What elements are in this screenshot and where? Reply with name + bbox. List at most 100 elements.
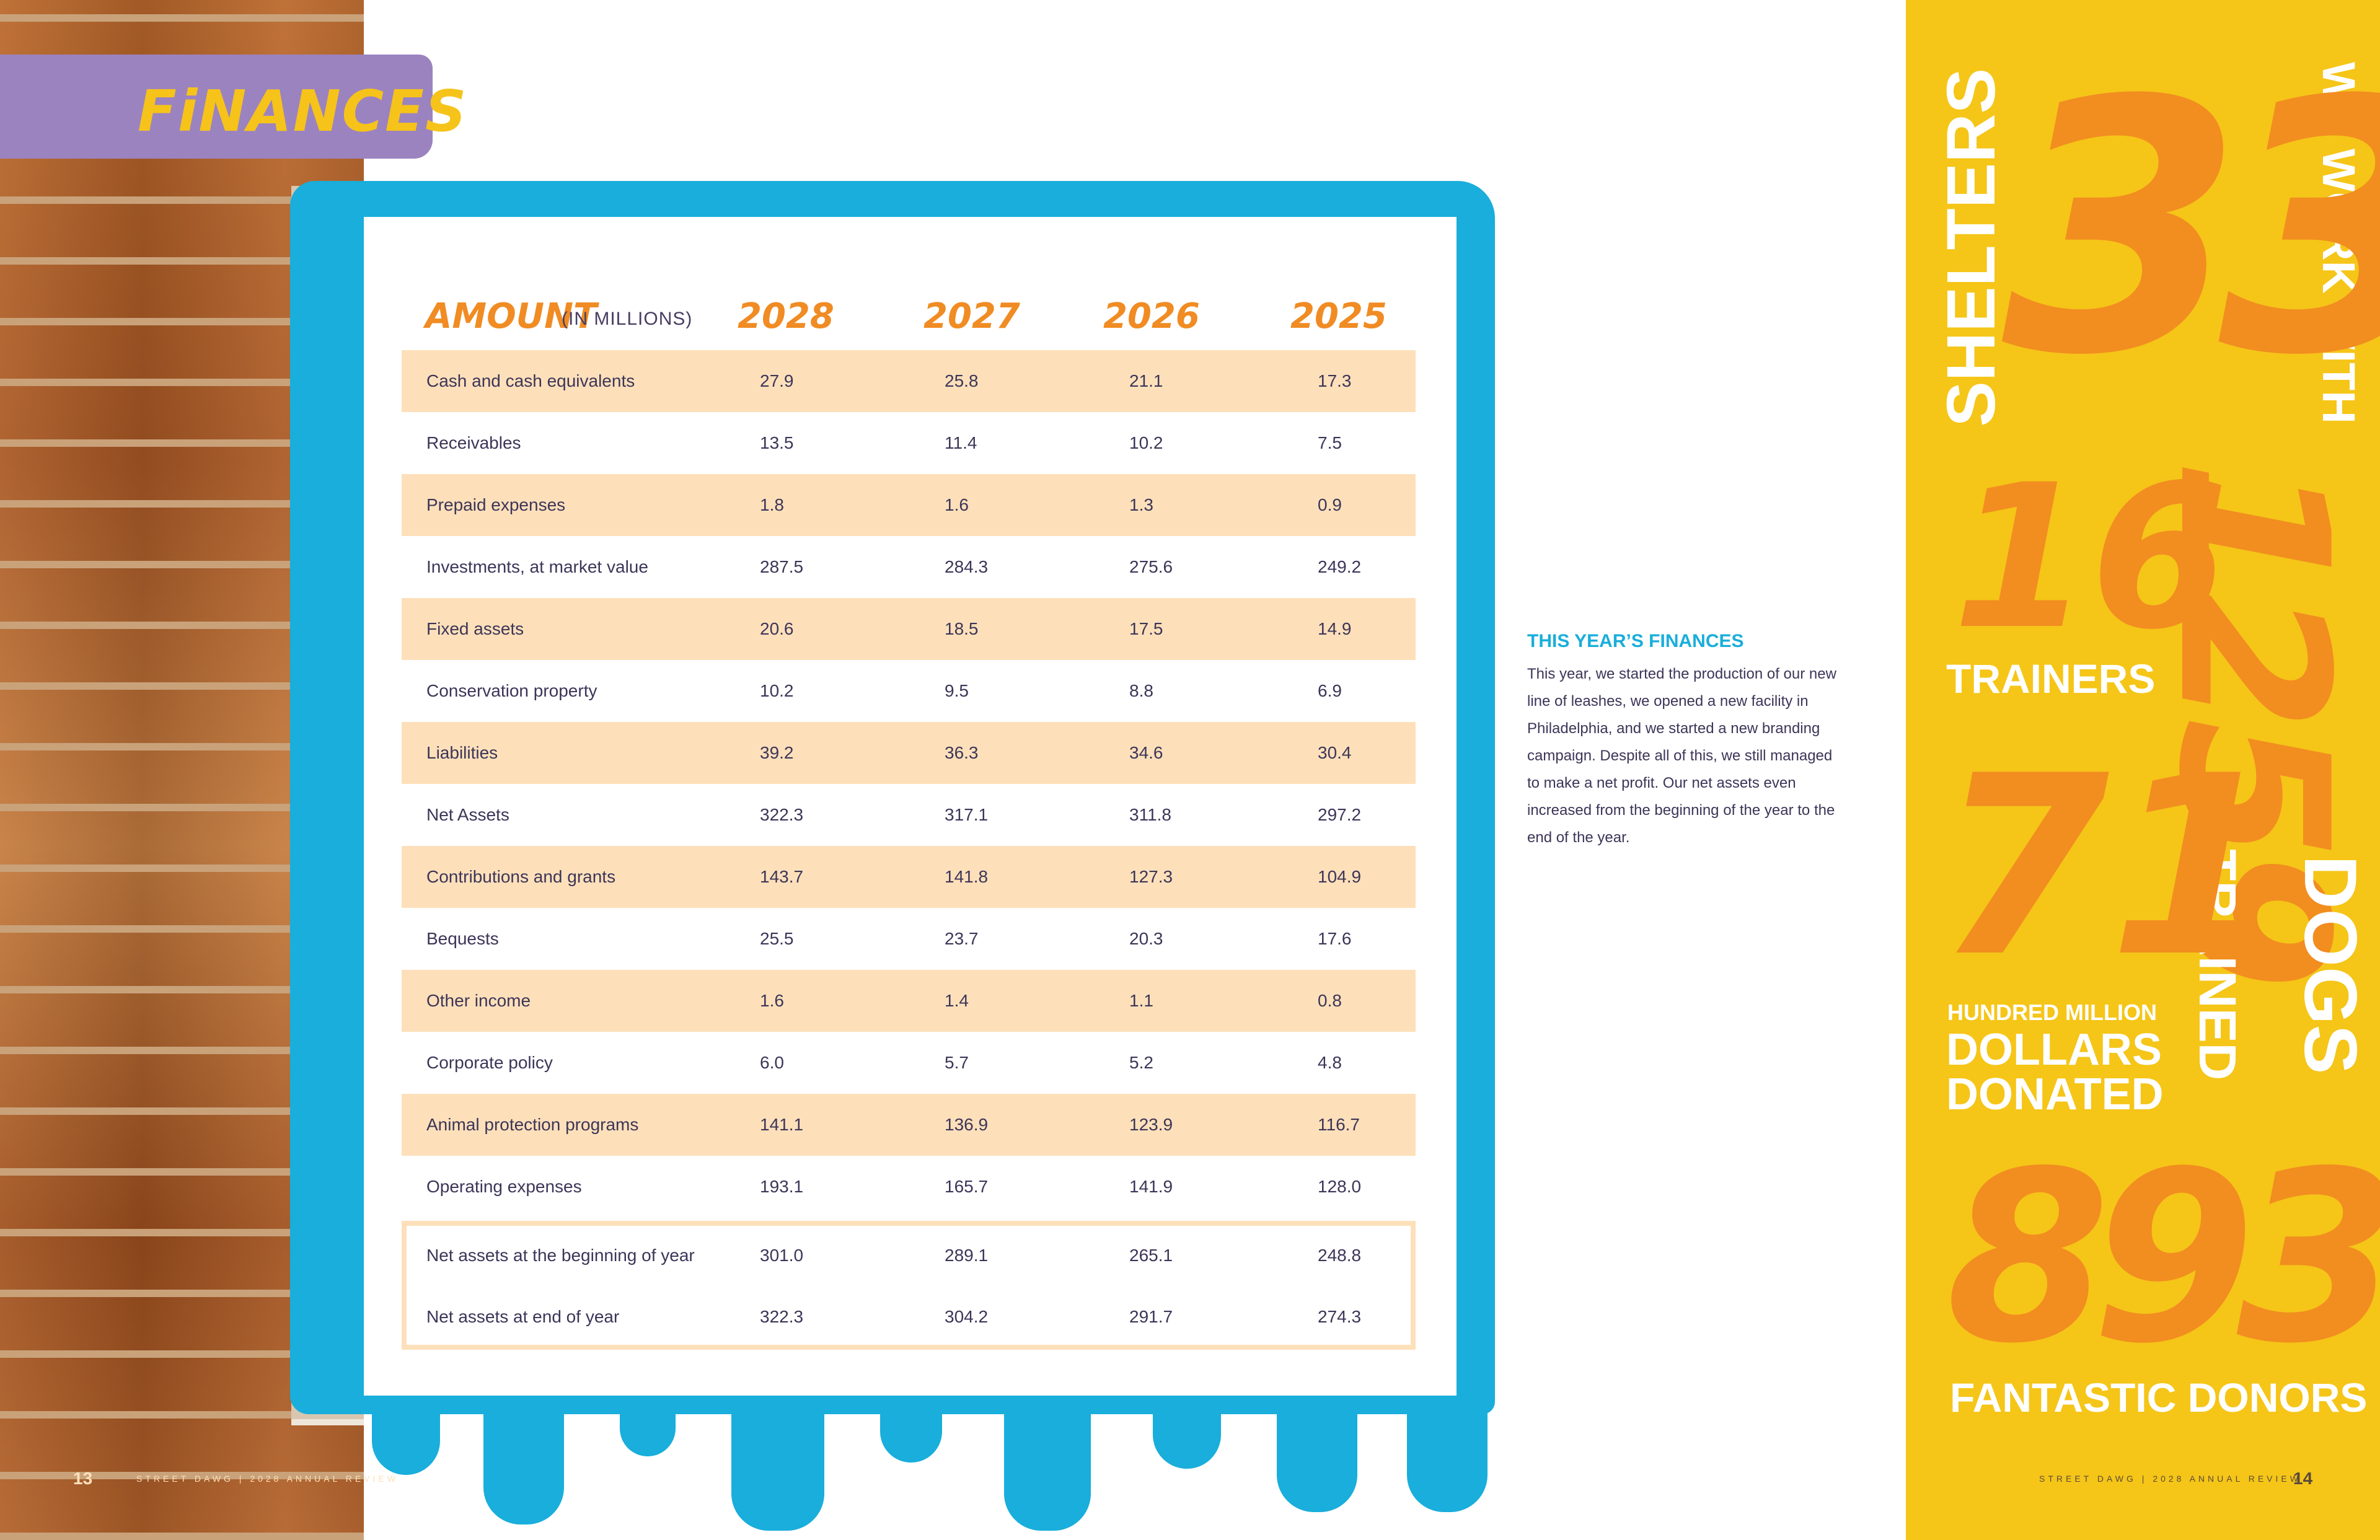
- dollars-label: DOLLARS: [1946, 1025, 2162, 1075]
- row-label: Receivables: [426, 433, 521, 452]
- row-value: 14.9: [1318, 619, 1352, 638]
- row-value: 8.8: [1129, 681, 1153, 700]
- row-label: Net assets at the beginning of year: [426, 1246, 695, 1265]
- row-value: 141.8: [945, 867, 989, 886]
- row-label: Contributions and grants: [426, 867, 616, 886]
- paint-drip: [1153, 1388, 1221, 1469]
- row-value: 128.0: [1318, 1177, 1362, 1196]
- page-number-left: 13: [73, 1469, 93, 1488]
- row-value: 1.3: [1129, 495, 1153, 514]
- amount-unit: (IN MILLIONS): [562, 309, 693, 329]
- row-value: 25.5: [760, 929, 794, 948]
- row-value: 1.1: [1129, 991, 1153, 1010]
- row-value: 7.5: [1318, 433, 1342, 452]
- table-panel: [364, 217, 1457, 1396]
- table-row: Investments, at market value 287.5 284.3…: [402, 536, 1416, 598]
- row-value: 1.6: [945, 495, 969, 514]
- row-value: 136.9: [945, 1115, 989, 1134]
- dollars-label-hundred-million: HUNDRED MILLION: [1947, 1000, 2157, 1025]
- row-value: 274.3: [1318, 1307, 1362, 1326]
- table-row: Operating expenses 193.1 165.7 141.9 128…: [402, 1156, 1416, 1218]
- row-label: Operating expenses: [426, 1177, 582, 1196]
- totals-box: [402, 1221, 1416, 1350]
- row-value: 265.1: [1129, 1246, 1173, 1265]
- row-value: 141.9: [1129, 1177, 1173, 1196]
- row-value: 1.4: [945, 991, 969, 1010]
- stats-panel: [1906, 0, 2380, 1540]
- footer-text-right: STREET DAWG | 2028 ANNUAL REVIEW: [2039, 1474, 2301, 1484]
- row-value: 291.7: [1129, 1307, 1173, 1326]
- row-value: 6.9: [1318, 681, 1342, 700]
- donated-label: DONATED: [1946, 1070, 2164, 1119]
- table-row: Prepaid expenses 1.8 1.6 1.3 0.9: [402, 474, 1416, 536]
- donors-label: FANTASTIC DONORS: [1950, 1375, 2368, 1420]
- row-value: 39.2: [760, 743, 794, 762]
- row-label: Net Assets: [426, 805, 509, 824]
- year-header: 2026: [1103, 296, 1200, 337]
- row-value: 123.9: [1129, 1115, 1173, 1134]
- row-value: 20.6: [760, 619, 794, 638]
- row-value: 27.9: [760, 371, 794, 390]
- row-label: Prepaid expenses: [426, 495, 566, 514]
- table-row: Animal protection programs 141.1 136.9 1…: [402, 1094, 1416, 1156]
- row-value: 13.5: [760, 433, 794, 452]
- trainers-number: 16: [1952, 442, 2229, 673]
- footer-text-left: STREET DAWG | 2028 ANNUAL REVIEW: [136, 1474, 399, 1484]
- paint-drip: [483, 1388, 564, 1525]
- totals-row: Net assets at end of year 322.3 304.2 29…: [402, 1286, 1416, 1348]
- paint-drip: [1277, 1388, 1357, 1512]
- row-label: Investments, at market value: [426, 557, 648, 576]
- row-value: 21.1: [1129, 371, 1163, 390]
- row-value: 5.2: [1129, 1053, 1153, 1072]
- row-value: 284.3: [945, 557, 989, 576]
- row-value: 10.2: [760, 681, 794, 700]
- table-row: Cash and cash equivalents 27.9 25.8 21.1…: [402, 350, 1416, 412]
- shelters-label-wrap: SHELTERS: [1933, 68, 2009, 427]
- row-label: Animal protection programs: [426, 1115, 639, 1134]
- row-value: 34.6: [1129, 743, 1163, 762]
- row-label: Net assets at end of year: [426, 1307, 620, 1326]
- dollars-number: 71: [1937, 723, 2282, 1011]
- row-value: 275.6: [1129, 557, 1173, 576]
- table-row: Liabilities 39.2 36.3 34.6 30.4: [402, 722, 1416, 784]
- row-value: 25.8: [945, 371, 979, 390]
- row-value: 127.3: [1129, 867, 1173, 886]
- shelters-number: 33: [2002, 27, 2380, 431]
- row-value: 287.5: [760, 557, 804, 576]
- amount-header: AMOUNT: [425, 296, 597, 337]
- row-label: Conservation property: [426, 681, 597, 700]
- row-value: 17.6: [1318, 929, 1352, 948]
- row-value: 104.9: [1318, 867, 1362, 886]
- table-row: Corporate policy 6.0 5.7 5.2 4.8: [402, 1032, 1416, 1094]
- row-value: 17.5: [1129, 619, 1163, 638]
- donors-number: 893: [1946, 1120, 2380, 1395]
- row-value: 116.7: [1318, 1115, 1360, 1134]
- year-header: 2027: [923, 296, 1020, 337]
- row-value: 4.8: [1318, 1053, 1342, 1072]
- row-value: 30.4: [1318, 743, 1352, 762]
- row-label: Bequests: [426, 929, 499, 948]
- row-value: 311.8: [1129, 805, 1171, 824]
- paint-drip: [1407, 1388, 1488, 1512]
- table-row: Other income 1.6 1.4 1.1 0.8: [402, 970, 1416, 1032]
- page-number-right: 14: [2293, 1469, 2313, 1488]
- paint-drip: [1004, 1388, 1091, 1531]
- row-value: 322.3: [760, 1307, 804, 1326]
- row-value: 36.3: [945, 743, 979, 762]
- row-value: 248.8: [1318, 1246, 1362, 1265]
- row-value: 0.8: [1318, 991, 1342, 1010]
- year-header: 2028: [738, 296, 834, 337]
- row-value: 165.7: [945, 1177, 989, 1196]
- row-value: 5.7: [945, 1053, 969, 1072]
- row-value: 322.3: [760, 805, 804, 824]
- paint-drip: [731, 1388, 824, 1531]
- table-row: Net Assets 322.3 317.1 311.8 297.2: [402, 784, 1416, 846]
- table-row: Contributions and grants 143.7 141.8 127…: [402, 846, 1416, 908]
- row-value: 249.2: [1318, 557, 1362, 576]
- page-title: FiNANCES: [138, 78, 468, 144]
- row-value: 23.7: [945, 929, 979, 948]
- row-value: 17.3: [1318, 371, 1352, 390]
- row-value: 11.4: [945, 433, 977, 452]
- paint-drip: [880, 1388, 942, 1463]
- row-value: 193.1: [760, 1177, 804, 1196]
